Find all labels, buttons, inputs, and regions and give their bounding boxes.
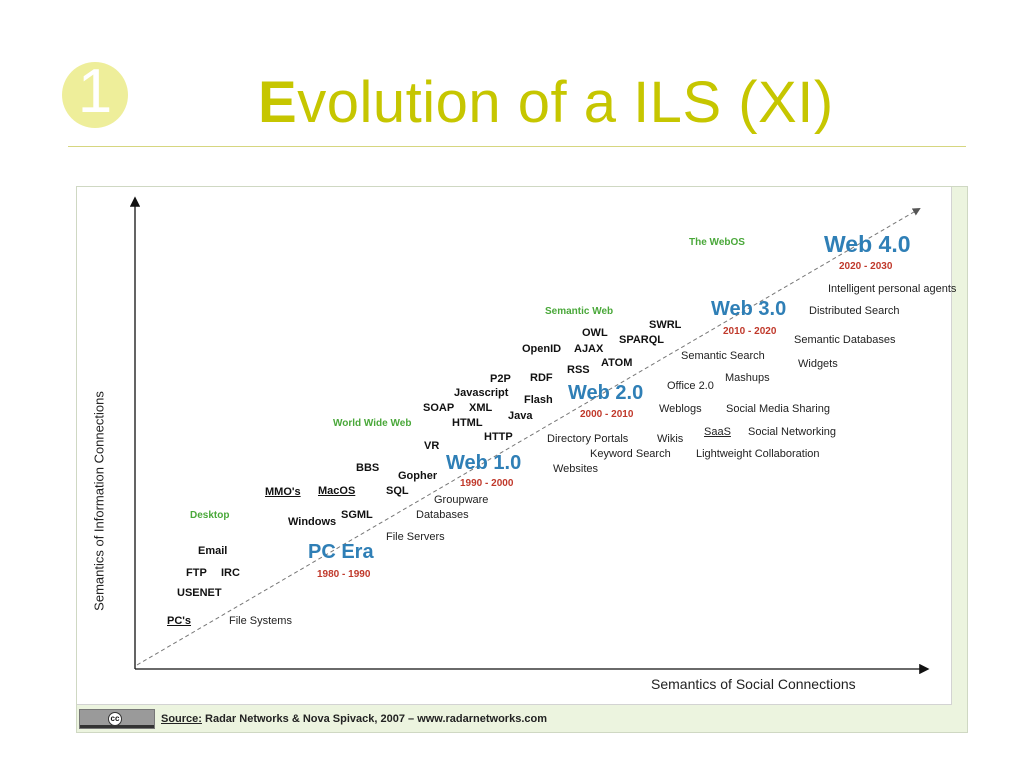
era-web1: Web 1.0 xyxy=(446,452,522,474)
app-mashups: Mashups xyxy=(725,372,770,384)
tech-macos: MacOS xyxy=(318,485,356,497)
app-intelligent-agents: Intelligent personal agents xyxy=(828,283,957,295)
slide-number: 1 xyxy=(77,57,113,126)
app-weblogs: Weblogs xyxy=(659,403,702,415)
tech-sgml: SGML xyxy=(341,509,373,521)
cc-icon: cc xyxy=(108,712,122,726)
tech-sparql: SPARQL xyxy=(619,334,665,346)
tech-rdf: RDF xyxy=(530,372,553,384)
tech-p2p: P2P xyxy=(490,373,511,385)
tech-rss: RSS xyxy=(567,364,590,376)
slide-title: Evolution of a ILS (XI) xyxy=(258,68,834,138)
era-web4-years: 2020 - 2030 xyxy=(839,261,893,272)
tech-email: Email xyxy=(198,545,228,557)
tech-vr: VR xyxy=(424,440,440,452)
app-office-20: Office 2.0 xyxy=(667,380,714,392)
app-semantic-search: Semantic Search xyxy=(681,350,765,362)
era-web4: Web 4.0 xyxy=(824,231,911,257)
tech-openid: OpenID xyxy=(522,343,562,355)
plot-axes xyxy=(129,196,930,675)
tech-java: Java xyxy=(508,410,533,422)
y-axis-label: Semantics of Information Connections xyxy=(91,391,107,611)
category-www: World Wide Web xyxy=(333,418,412,429)
app-saas: SaaS xyxy=(704,426,731,438)
tech-atom: ATOM xyxy=(601,357,633,369)
title-underline xyxy=(68,146,966,147)
app-directory-portals: Directory Portals xyxy=(547,433,629,445)
tech-mmos: MMO's xyxy=(265,486,301,498)
app-wikis: Wikis xyxy=(657,433,684,445)
tech-bbs: BBS xyxy=(356,462,380,474)
tech-owl: OWL xyxy=(582,327,608,339)
tech-flash: Flash xyxy=(524,394,553,406)
tech-irc: IRC xyxy=(221,567,240,579)
web-evolution-figure: Semantics of Information Connections Sem… xyxy=(76,186,968,733)
tech-xml: XML xyxy=(469,402,493,414)
tech-ajax: AJAX xyxy=(574,343,604,355)
app-websites: Websites xyxy=(553,463,599,475)
tech-windows: Windows xyxy=(288,516,337,528)
era-pc: PC Era xyxy=(308,541,374,563)
app-databases: Databases xyxy=(416,509,469,521)
tech-soap: SOAP xyxy=(423,402,455,414)
app-groupware: Groupware xyxy=(434,494,489,506)
tech-html: HTML xyxy=(452,417,483,429)
app-keyword-search: Keyword Search xyxy=(590,448,671,460)
app-file-servers: File Servers xyxy=(386,531,445,543)
era-web2-years: 2000 - 2010 xyxy=(580,409,634,420)
tech-javascript: Javascript xyxy=(454,387,509,399)
era-web3-years: 2010 - 2020 xyxy=(723,326,777,337)
plot-area: Semantics of Information Connections Sem… xyxy=(77,187,956,705)
tech-usenet: USENET xyxy=(177,587,222,599)
cc-badge-strip xyxy=(80,725,154,728)
app-lightweight-collaboration: Lightweight Collaboration xyxy=(696,448,820,460)
app-social-networking: Social Networking xyxy=(748,426,837,438)
tech-sql: SQL xyxy=(386,485,409,497)
creative-commons-badge: cc xyxy=(79,709,155,729)
category-desktop: Desktop xyxy=(190,510,230,521)
era-web1-years: 1990 - 2000 xyxy=(460,478,514,489)
era-web2: Web 2.0 xyxy=(568,382,644,404)
tech-pcs: PC's xyxy=(167,615,192,627)
source-text: Radar Networks & Nova Spivack, 2007 – ww… xyxy=(205,713,547,725)
tech-ftp: FTP xyxy=(186,567,207,579)
source-label: Source: xyxy=(161,713,202,725)
title-rest: volution of a ILS (XI) xyxy=(297,70,834,135)
app-file-systems: File Systems xyxy=(229,615,292,627)
category-webos: The WebOS xyxy=(689,237,745,248)
app-semantic-databases: Semantic Databases xyxy=(794,334,896,346)
category-semantic-web: Semantic Web xyxy=(545,306,614,317)
era-web3: Web 3.0 xyxy=(711,298,787,320)
trend-diagonal xyxy=(136,207,921,666)
app-social-media-sharing: Social Media Sharing xyxy=(726,403,830,415)
era-pc-years: 1980 - 1990 xyxy=(317,569,371,580)
title-first-letter: E xyxy=(258,70,298,135)
x-axis-label: Semantics of Social Connections xyxy=(651,676,856,692)
slide-number-badge xyxy=(62,62,128,128)
source-credit: Source: Radar Networks & Nova Spivack, 2… xyxy=(161,713,547,725)
app-widgets: Widgets xyxy=(798,358,838,370)
tech-http: HTTP xyxy=(484,431,513,443)
figure-footer: cc Source: Radar Networks & Nova Spivack… xyxy=(77,705,965,731)
tech-gopher: Gopher xyxy=(398,470,438,482)
app-distributed-search: Distributed Search xyxy=(809,305,900,317)
tech-swrl: SWRL xyxy=(649,319,682,331)
